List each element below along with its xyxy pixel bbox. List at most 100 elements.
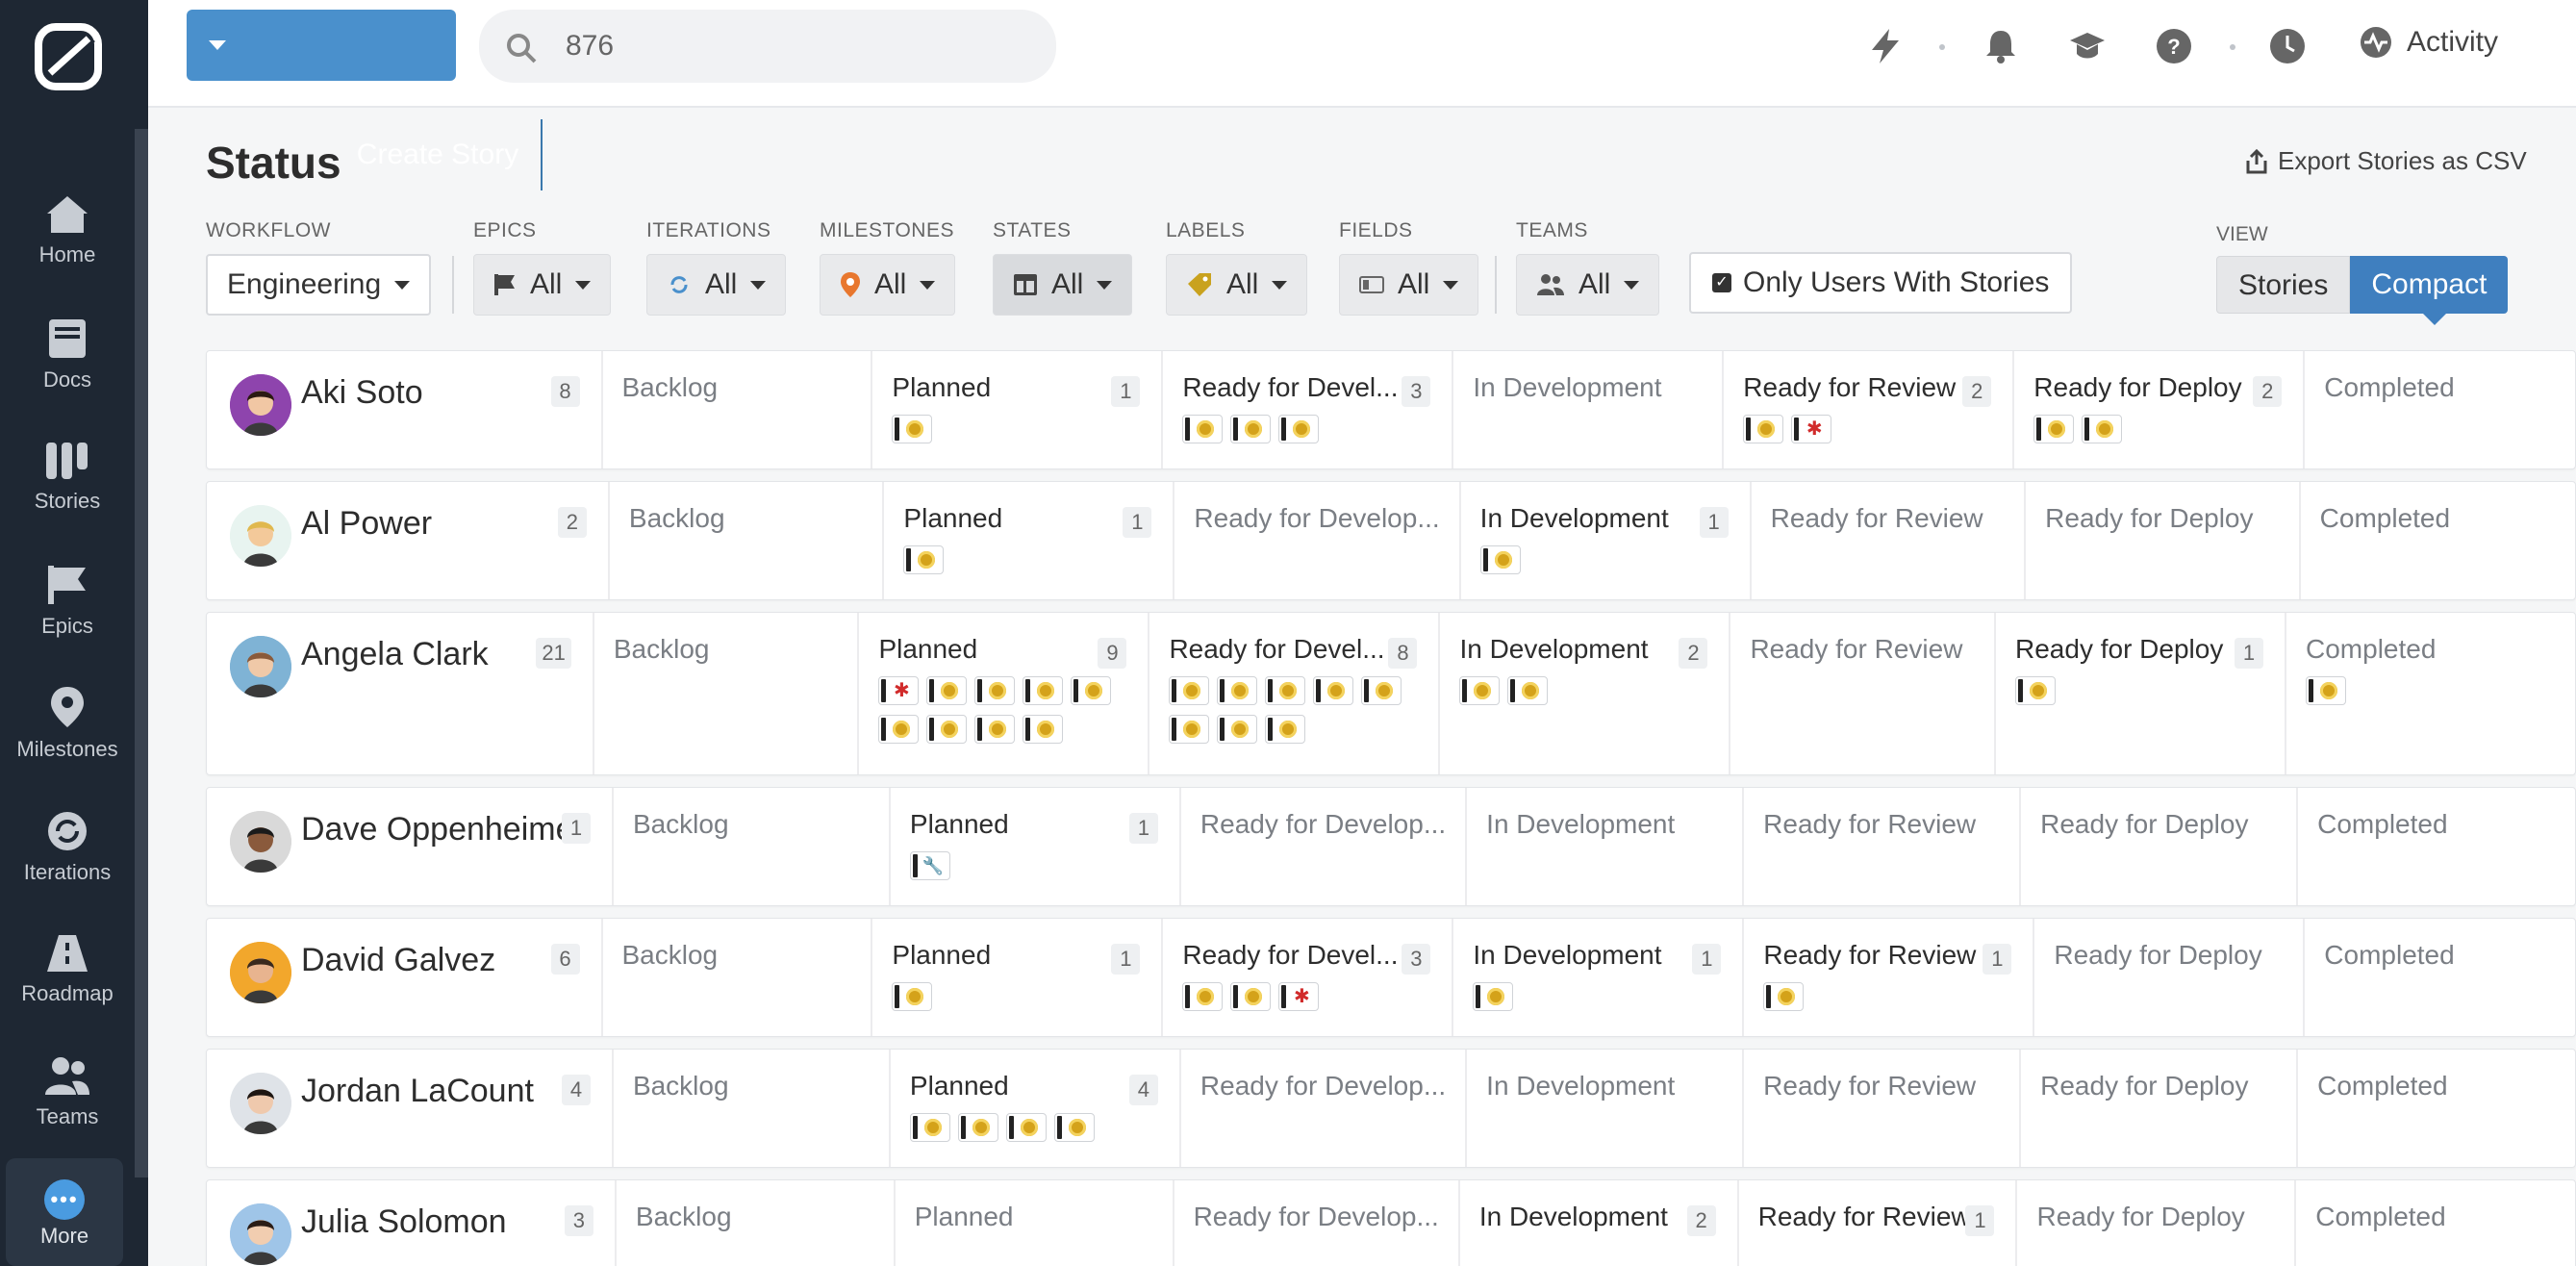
story-chip-feature[interactable] [1217, 715, 1258, 744]
user-name[interactable]: Julia Solomon [301, 1203, 507, 1240]
story-chip-feature[interactable] [1230, 982, 1272, 1011]
user-cell[interactable]: Jordan LaCount 4 [207, 1050, 614, 1167]
story-chip-feature[interactable] [892, 982, 933, 1011]
story-chip-feature[interactable] [909, 1113, 950, 1142]
state-title: Backlog [613, 634, 710, 664]
story-chip-feature[interactable] [892, 415, 933, 443]
story-chip-feature[interactable] [1023, 676, 1064, 705]
workflow-select[interactable]: Engineering [206, 254, 432, 316]
user-name[interactable]: Angela Clark [301, 636, 489, 672]
only-users-with-stories-toggle[interactable]: ✓ Only Users With Stories [1689, 252, 2073, 314]
user-cell[interactable]: David Galvez 6 [207, 919, 603, 1036]
sidebar-item-iterations[interactable]: Iterations [0, 810, 135, 924]
user-cell[interactable]: Aki Soto 8 [207, 351, 603, 468]
story-chip-feature[interactable] [2033, 415, 2075, 443]
story-chip-feature[interactable] [1182, 415, 1224, 443]
story-chip-feature[interactable] [1005, 1113, 1047, 1142]
sidebar-item-docs[interactable]: Docs [0, 317, 135, 431]
epics-select[interactable]: All [473, 254, 612, 316]
bell-icon[interactable] [1982, 27, 2020, 65]
state-cell: Completed [2305, 351, 2575, 468]
sidebar-item-milestones[interactable]: Milestones [0, 685, 135, 798]
story-chip-feature[interactable] [1053, 1113, 1095, 1142]
create-story-button-group: Create Story [187, 10, 543, 190]
story-chip-feature[interactable] [1507, 676, 1549, 705]
state-title: Ready for Review [1770, 503, 1983, 533]
state-cell: Planned [896, 1180, 1174, 1266]
sidebar-item-more[interactable]: ••• More [6, 1158, 123, 1266]
story-chip-chore[interactable]: 🔧 [909, 851, 950, 880]
activity-button[interactable]: Activity [2359, 25, 2498, 60]
story-chip-feature[interactable] [974, 715, 1016, 744]
story-chip-feature[interactable] [2015, 676, 2056, 705]
iterations-select[interactable]: All [646, 254, 787, 316]
milestones-select[interactable]: All [820, 254, 956, 316]
story-chip-bug[interactable]: ✱ [1791, 415, 1832, 443]
story-chip-feature[interactable] [1459, 676, 1501, 705]
create-story-button[interactable]: Create Story [335, 119, 543, 190]
states-select[interactable]: All [993, 254, 1133, 316]
shortcut-logo-icon[interactable] [35, 19, 106, 98]
export-csv-button[interactable]: Export Stories as CSV [2245, 146, 2527, 176]
story-chip-feature[interactable] [957, 1113, 998, 1142]
sidebar-item-stories[interactable]: Stories [0, 441, 135, 554]
story-chip-feature[interactable] [1071, 676, 1112, 705]
user-story-count: 2 [557, 507, 587, 538]
user-cell[interactable]: Julia Solomon 3 [207, 1180, 617, 1266]
search-input[interactable] [566, 27, 1027, 65]
story-chip-bug[interactable]: ✱ [878, 676, 920, 705]
sidebar-item-roadmap[interactable]: Roadmap [0, 933, 135, 1047]
story-chip-feature[interactable] [1473, 982, 1514, 1011]
story-chip-feature[interactable] [1313, 676, 1354, 705]
user-cell[interactable]: Angela Clark 21 [207, 613, 594, 774]
create-story-dropdown-button[interactable] [187, 10, 248, 81]
story-chip-feature[interactable] [1479, 545, 1521, 574]
lightning-icon[interactable] [1866, 27, 1905, 65]
story-chip-feature[interactable] [903, 545, 945, 574]
story-chip-feature[interactable] [1361, 676, 1402, 705]
sidebar-scrollbar[interactable] [135, 129, 148, 1177]
user-name[interactable]: Jordan LaCount [301, 1073, 534, 1109]
story-chip-feature[interactable] [1169, 715, 1210, 744]
user-name[interactable]: Dave Oppenheimer [301, 811, 585, 848]
story-chip-feature[interactable] [1169, 676, 1210, 705]
state-story-count: 1 [1692, 944, 1722, 975]
story-chip-feature[interactable] [1182, 982, 1224, 1011]
user-cell[interactable]: Dave Oppenheimer 1 [207, 788, 614, 905]
user-name[interactable]: David Galvez [301, 942, 496, 978]
story-chip-feature[interactable] [926, 715, 968, 744]
labels-select[interactable]: All [1166, 254, 1308, 316]
filter-label: EPICS [473, 219, 537, 241]
sidebar-item-home[interactable]: Home [0, 194, 135, 308]
fields-select[interactable]: All [1339, 254, 1479, 316]
story-chip-feature[interactable] [1743, 415, 1784, 443]
view-stories-button[interactable]: Stories [2216, 256, 2351, 314]
graduation-cap-icon[interactable] [2068, 27, 2107, 65]
story-chip-feature[interactable] [1023, 715, 1064, 744]
story-chip-feature[interactable] [2082, 415, 2123, 443]
state-title: Completed [2319, 503, 2451, 533]
story-chip-feature[interactable] [974, 676, 1016, 705]
help-icon[interactable]: ? [2155, 27, 2193, 65]
view-compact-button[interactable]: Compact [2350, 256, 2509, 325]
story-chip-feature[interactable] [1763, 982, 1805, 1011]
state-title: Ready for Review [1757, 1202, 1971, 1231]
clock-icon[interactable] [2268, 27, 2307, 65]
iterations-icon [670, 276, 688, 293]
export-icon [2246, 148, 2267, 173]
story-chip-feature[interactable] [1217, 676, 1258, 705]
story-chip-bug[interactable]: ✱ [1278, 982, 1320, 1011]
story-chip-feature[interactable] [1278, 415, 1320, 443]
story-chip-feature[interactable] [1230, 415, 1272, 443]
story-chip-feature[interactable] [926, 676, 968, 705]
story-chip-feature[interactable] [1265, 676, 1306, 705]
user-name[interactable]: Al Power [301, 505, 433, 542]
sidebar-item-teams[interactable]: Teams [0, 1056, 135, 1170]
user-cell[interactable]: Al Power 2 [207, 482, 610, 599]
story-chip-feature[interactable] [2306, 676, 2346, 705]
story-chip-feature[interactable] [878, 715, 920, 744]
story-chip-feature[interactable] [1265, 715, 1306, 744]
teams-select[interactable]: All [1516, 254, 1660, 316]
user-name[interactable]: Aki Soto [301, 374, 423, 411]
sidebar-item-epics[interactable]: Epics [0, 564, 135, 677]
